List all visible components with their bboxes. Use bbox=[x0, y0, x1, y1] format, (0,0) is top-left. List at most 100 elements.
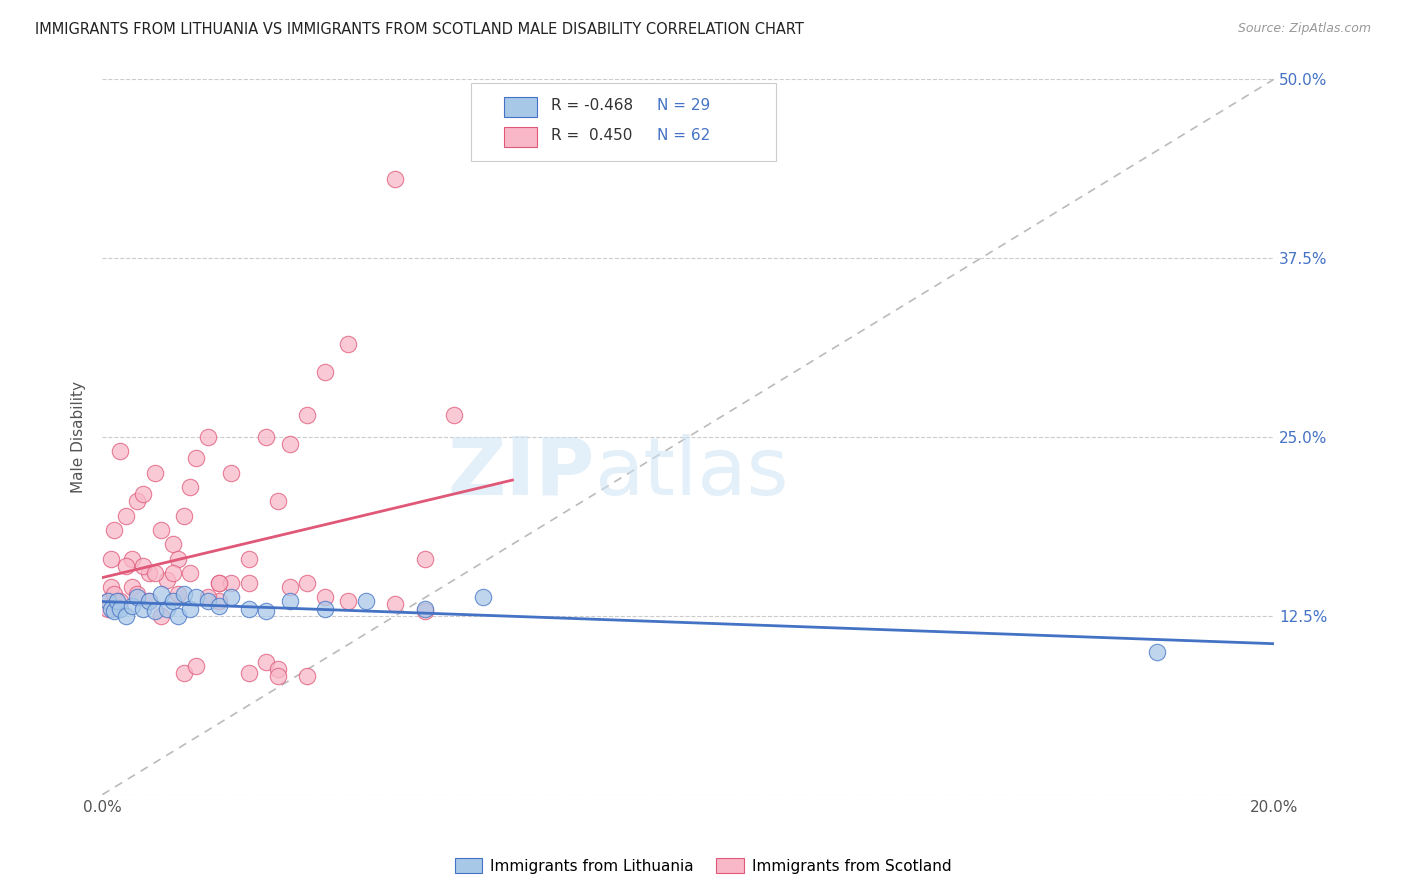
Point bbox=[384, 172, 406, 186]
Point bbox=[219, 575, 242, 590]
FancyBboxPatch shape bbox=[505, 97, 537, 117]
Point bbox=[179, 480, 201, 494]
Text: N = 62: N = 62 bbox=[657, 128, 710, 143]
Text: R =  0.450: R = 0.450 bbox=[551, 128, 633, 143]
Point bbox=[156, 601, 179, 615]
Point bbox=[278, 437, 301, 451]
Point bbox=[108, 444, 131, 458]
Point bbox=[337, 336, 360, 351]
Point bbox=[97, 594, 120, 608]
Point bbox=[314, 366, 336, 380]
Point bbox=[197, 594, 219, 608]
Point bbox=[267, 669, 290, 683]
Point bbox=[219, 590, 242, 604]
Point bbox=[100, 580, 122, 594]
Point bbox=[103, 523, 125, 537]
Legend: Immigrants from Lithuania, Immigrants from Scotland: Immigrants from Lithuania, Immigrants fr… bbox=[449, 852, 957, 880]
Point bbox=[337, 594, 360, 608]
Point bbox=[197, 590, 219, 604]
Point bbox=[413, 605, 436, 619]
Point bbox=[132, 558, 155, 573]
FancyBboxPatch shape bbox=[505, 127, 537, 147]
Y-axis label: Male Disability: Male Disability bbox=[72, 381, 86, 493]
Point bbox=[121, 599, 143, 613]
Point bbox=[267, 662, 290, 676]
Point bbox=[197, 430, 219, 444]
Point bbox=[354, 594, 377, 608]
Point bbox=[114, 608, 136, 623]
Point bbox=[314, 590, 336, 604]
Point bbox=[162, 537, 184, 551]
Point bbox=[184, 658, 207, 673]
Point bbox=[219, 466, 242, 480]
FancyBboxPatch shape bbox=[471, 83, 776, 161]
Point bbox=[108, 594, 131, 608]
Point bbox=[208, 575, 231, 590]
Point bbox=[138, 566, 160, 580]
Point bbox=[132, 601, 155, 615]
Point bbox=[162, 566, 184, 580]
Point bbox=[97, 594, 120, 608]
Point bbox=[208, 594, 231, 608]
Point bbox=[97, 601, 120, 615]
Text: Source: ZipAtlas.com: Source: ZipAtlas.com bbox=[1237, 22, 1371, 36]
Point bbox=[173, 666, 195, 681]
Point bbox=[143, 605, 166, 619]
Point bbox=[105, 594, 128, 608]
Point bbox=[254, 430, 277, 444]
Point bbox=[143, 566, 166, 580]
Point bbox=[121, 551, 143, 566]
Point bbox=[297, 669, 319, 683]
Point bbox=[254, 655, 277, 669]
Point bbox=[162, 594, 184, 608]
Point bbox=[443, 409, 465, 423]
Point bbox=[238, 575, 260, 590]
Point bbox=[167, 587, 190, 601]
Point bbox=[238, 666, 260, 681]
Point bbox=[208, 599, 231, 613]
Point bbox=[413, 601, 436, 615]
Point bbox=[173, 508, 195, 523]
Point bbox=[184, 590, 207, 604]
Point bbox=[149, 608, 172, 623]
Point bbox=[127, 590, 149, 604]
Point bbox=[278, 580, 301, 594]
Point bbox=[100, 601, 122, 615]
Point bbox=[103, 587, 125, 601]
Point bbox=[208, 575, 231, 590]
Point bbox=[143, 466, 166, 480]
Point bbox=[114, 558, 136, 573]
Point bbox=[278, 594, 301, 608]
Point bbox=[314, 601, 336, 615]
Point bbox=[149, 587, 172, 601]
Text: IMMIGRANTS FROM LITHUANIA VS IMMIGRANTS FROM SCOTLAND MALE DISABILITY CORRELATIO: IMMIGRANTS FROM LITHUANIA VS IMMIGRANTS … bbox=[35, 22, 804, 37]
Point bbox=[138, 594, 160, 608]
Point bbox=[384, 597, 406, 611]
Point bbox=[108, 601, 131, 615]
Point bbox=[127, 587, 149, 601]
Point bbox=[254, 605, 277, 619]
Point bbox=[167, 551, 190, 566]
Point bbox=[121, 580, 143, 594]
Point bbox=[127, 494, 149, 508]
Point bbox=[173, 587, 195, 601]
Point bbox=[297, 575, 319, 590]
Point bbox=[267, 494, 290, 508]
Point bbox=[149, 523, 172, 537]
Point bbox=[114, 508, 136, 523]
Point bbox=[297, 409, 319, 423]
Point bbox=[156, 573, 179, 587]
Point bbox=[167, 608, 190, 623]
Point bbox=[132, 487, 155, 501]
Text: R = -0.468: R = -0.468 bbox=[551, 98, 633, 113]
Text: atlas: atlas bbox=[595, 434, 789, 512]
Point bbox=[103, 605, 125, 619]
Point bbox=[179, 566, 201, 580]
Text: N = 29: N = 29 bbox=[657, 98, 710, 113]
Text: ZIP: ZIP bbox=[447, 434, 595, 512]
Point bbox=[1146, 644, 1168, 658]
Point bbox=[100, 551, 122, 566]
Point bbox=[179, 601, 201, 615]
Point bbox=[138, 594, 160, 608]
Point bbox=[413, 551, 436, 566]
